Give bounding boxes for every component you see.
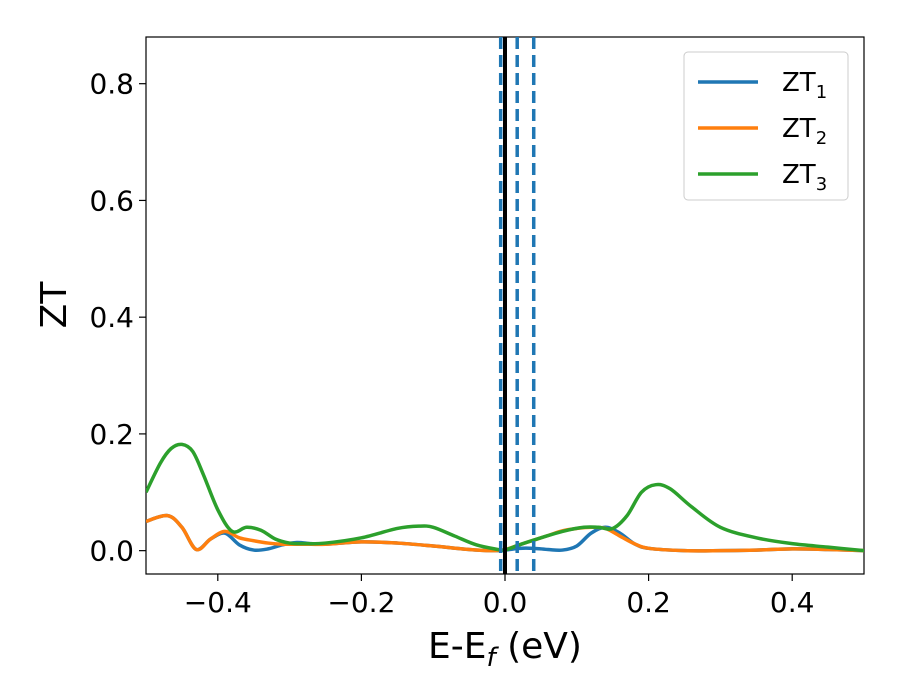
y-tick-label: 0.4 [89, 301, 134, 334]
x-tick-label: 0.0 [483, 586, 528, 619]
series-line-3 [146, 442, 864, 553]
x-tick-label: 0.2 [626, 586, 671, 619]
legend-label-1: ZT1 [782, 68, 827, 103]
x-ticks: −0.4 −0.2 0.0 0.2 0.4 [184, 574, 815, 619]
legend-box [683, 51, 849, 201]
legend: ZT1 ZT2 ZT3 [683, 51, 849, 201]
y-tick-label: 0.0 [89, 535, 134, 568]
series-layer [146, 442, 864, 553]
legend-label-2: ZT2 [782, 114, 827, 149]
vertical-lines [498, 37, 536, 574]
y-tick-label: 0.2 [89, 418, 134, 451]
x-axis-label: E-Ef (eV) [428, 626, 582, 673]
y-axis-label: ZT [34, 281, 75, 329]
x-axis-label-unit: (eV) [496, 626, 582, 667]
x-tick-label: 0.4 [770, 586, 815, 619]
plot-area: −0.4 −0.2 0.0 0.2 0.4 0.0 0.2 0.4 0.6 0.8 [89, 36, 865, 619]
y-tick-label: 0.8 [89, 68, 134, 101]
y-tick-label: 0.6 [89, 184, 134, 217]
legend-label-3: ZT3 [782, 160, 827, 195]
x-tick-label: −0.2 [327, 586, 395, 619]
x-tick-label: −0.4 [184, 586, 252, 619]
series-line-2 [146, 513, 864, 553]
y-ticks: 0.0 0.2 0.4 0.6 0.8 [89, 68, 146, 568]
